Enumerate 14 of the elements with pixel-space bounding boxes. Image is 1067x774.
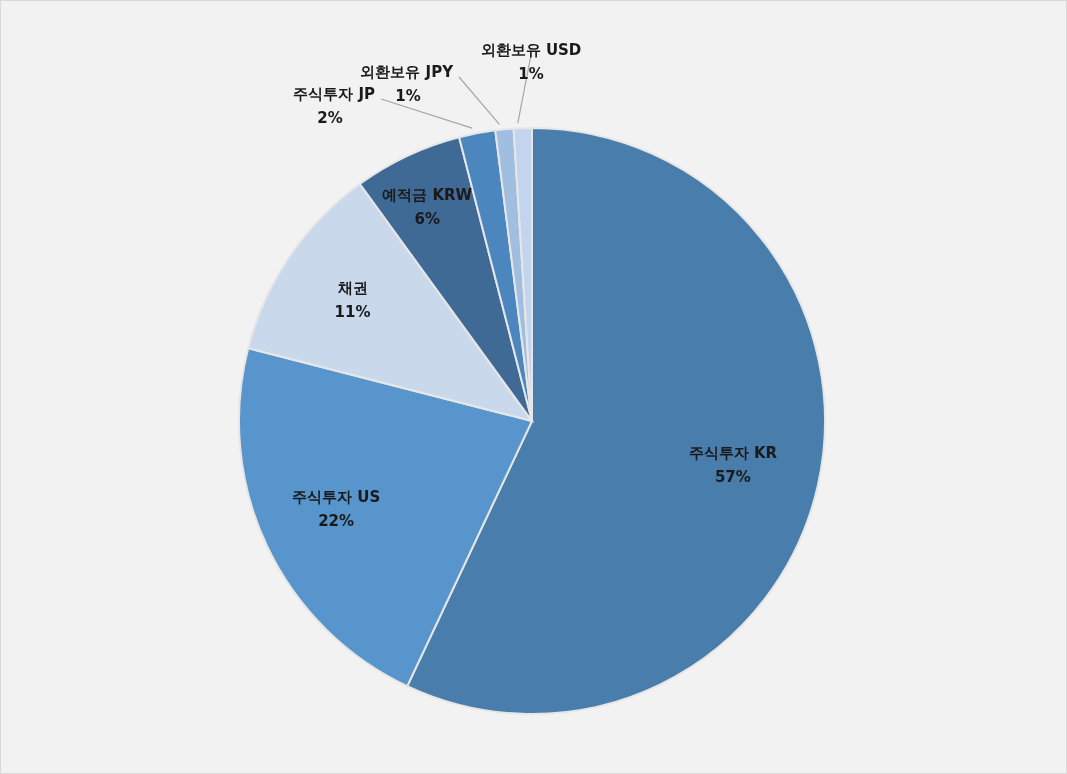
data-label: 22% — [318, 511, 355, 530]
data-label: 2% — [317, 109, 343, 127]
slice-label: 주식투자 US — [292, 487, 381, 506]
data-label: 1% — [395, 87, 421, 105]
slice-label: 외환보유 JPY — [360, 63, 455, 81]
slice-label: 예적금 KRW — [382, 185, 473, 204]
slice-label: 주식투자 KR — [688, 444, 778, 463]
data-label: 57% — [714, 468, 751, 487]
slice-label: 채권 — [336, 279, 368, 298]
slice-label: 주식투자 JP — [293, 85, 376, 103]
slice-label: 외환보유 USD — [480, 41, 582, 59]
data-label: 6% — [414, 209, 440, 228]
data-label: 1% — [518, 65, 544, 83]
data-label: 11% — [334, 303, 371, 322]
